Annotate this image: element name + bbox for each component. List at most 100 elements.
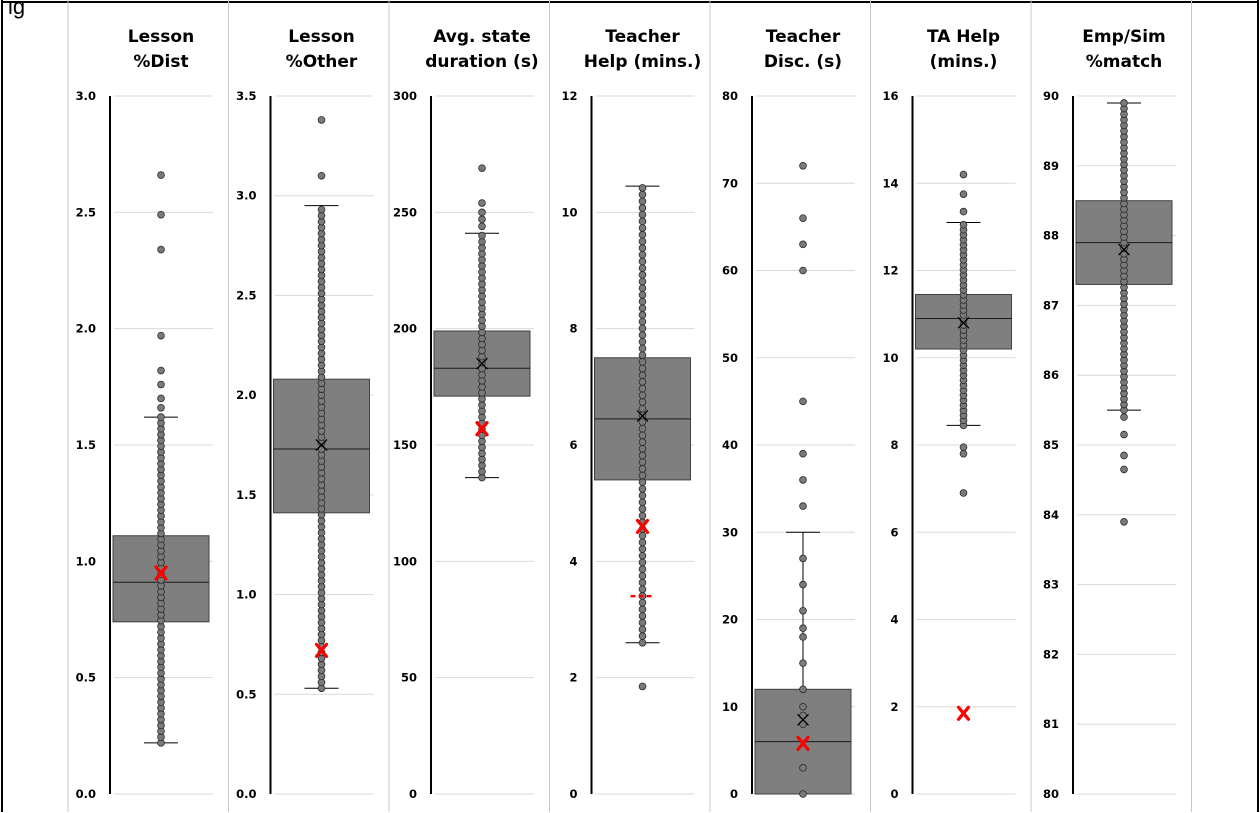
data-point bbox=[638, 638, 647, 647]
outlier-point bbox=[157, 380, 165, 389]
outlier-point bbox=[1120, 465, 1128, 474]
outlier-point bbox=[157, 331, 165, 340]
outlier-point bbox=[959, 170, 968, 179]
tick-label: 0.5 bbox=[236, 687, 256, 701]
outlier-point bbox=[959, 449, 968, 458]
outlier-point bbox=[799, 449, 807, 458]
panel-title-line: Teacher bbox=[605, 27, 680, 47]
data-point bbox=[799, 720, 807, 728]
tick-label: 30 bbox=[722, 525, 738, 539]
panel-title-line: %match bbox=[1086, 52, 1163, 72]
tick-label: 2.5 bbox=[236, 288, 256, 302]
tick-label: 10 bbox=[882, 351, 898, 365]
tick-label: 6 bbox=[890, 525, 898, 539]
data-point bbox=[638, 471, 647, 480]
tick-label: 80 bbox=[1043, 787, 1059, 801]
highlight-x-marker bbox=[796, 735, 810, 751]
data-point bbox=[638, 344, 647, 353]
panel-title: Teacher Disc. (s) bbox=[764, 27, 842, 72]
tick-label: 16 bbox=[882, 89, 898, 103]
data-point bbox=[638, 204, 647, 212]
data-point bbox=[638, 632, 647, 640]
outlier-point bbox=[1120, 430, 1128, 439]
data-point bbox=[638, 264, 647, 272]
data-point bbox=[638, 404, 647, 413]
panel-title-line: duration (s) bbox=[425, 52, 538, 72]
data-point bbox=[638, 505, 647, 513]
data-point bbox=[638, 384, 647, 393]
data-point bbox=[638, 244, 647, 252]
panel-title-line: Disc. (s) bbox=[764, 52, 842, 72]
data-point bbox=[638, 311, 647, 319]
data-point bbox=[638, 324, 647, 333]
data-point bbox=[638, 438, 647, 446]
highlight-x-marker bbox=[475, 421, 489, 437]
data-point bbox=[638, 398, 647, 406]
data-point bbox=[638, 337, 647, 346]
data-point bbox=[638, 585, 647, 594]
data-point bbox=[638, 237, 647, 246]
tick-label: 14 bbox=[882, 176, 898, 190]
outlier-point bbox=[157, 245, 165, 254]
panel-title: TA Help (mins.) bbox=[927, 27, 1000, 72]
data-point bbox=[638, 378, 647, 386]
data-point bbox=[638, 250, 647, 259]
data-point bbox=[638, 612, 647, 620]
tick-label: 300 bbox=[393, 89, 417, 103]
outlier-point bbox=[157, 171, 165, 179]
data-point bbox=[799, 554, 807, 563]
outlier-point bbox=[478, 215, 486, 224]
tick-label: 2 bbox=[890, 700, 898, 714]
tick-label: 12 bbox=[561, 89, 577, 103]
tick-label: 6 bbox=[569, 438, 577, 452]
highlight-x-marker bbox=[154, 565, 168, 581]
tick-label: 4 bbox=[890, 613, 898, 627]
data-point bbox=[959, 220, 968, 229]
panel-title: Avg. state duration (s) bbox=[425, 27, 538, 72]
data-point bbox=[638, 351, 647, 359]
panel-title-line: (mins.) bbox=[930, 52, 998, 72]
outlier-point bbox=[478, 199, 486, 207]
data-point bbox=[638, 465, 647, 473]
mean-marker bbox=[315, 439, 328, 451]
data-point bbox=[638, 284, 647, 293]
tick-label: 1.0 bbox=[236, 588, 256, 602]
data-point bbox=[638, 572, 647, 580]
tick-label: 50 bbox=[401, 671, 417, 685]
outlier-point bbox=[157, 366, 165, 375]
panel-title-line: %Other bbox=[286, 52, 358, 72]
data-point bbox=[799, 711, 807, 720]
panel-2: Lesson %Other 0.0 0.5 1.0 1.5 2.0 2.5 3.0 3.5 bbox=[228, 0, 374, 812]
tick-label: 0.0 bbox=[236, 787, 256, 801]
panel-3: Avg. state duration (s) 0 50 100 150 200 250 300 bbox=[388, 0, 539, 812]
outlier-point bbox=[1120, 517, 1128, 526]
data-point bbox=[638, 552, 647, 560]
tick-label: 1.0 bbox=[76, 554, 96, 568]
tick-label: 86 bbox=[1043, 368, 1059, 382]
outlier-point bbox=[799, 240, 807, 249]
data-point bbox=[799, 764, 807, 772]
data-point bbox=[638, 565, 647, 573]
data-point bbox=[638, 458, 647, 466]
data-point bbox=[638, 331, 647, 339]
panel-title-line: Teacher bbox=[766, 27, 841, 47]
tick-label: 0.0 bbox=[76, 787, 96, 801]
data-point bbox=[638, 478, 647, 487]
highlight-x-marker bbox=[956, 705, 971, 721]
panel-6: TA Help (mins.) 0 2 4 6 8 10 12 14 16 bbox=[870, 0, 1016, 812]
panel-title: Lesson %Other bbox=[286, 27, 358, 72]
outlier-point bbox=[1120, 413, 1128, 421]
tick-label: 1.5 bbox=[236, 488, 256, 502]
data-point bbox=[638, 451, 647, 460]
tick-label: 50 bbox=[722, 351, 738, 365]
data-point bbox=[638, 230, 647, 239]
data-point bbox=[317, 205, 326, 214]
mean-marker bbox=[636, 409, 649, 422]
tick-label: 20 bbox=[722, 613, 738, 627]
data-point bbox=[157, 413, 165, 421]
data-point bbox=[638, 277, 647, 286]
data-point bbox=[638, 224, 647, 232]
tick-label: 4 bbox=[569, 554, 577, 568]
